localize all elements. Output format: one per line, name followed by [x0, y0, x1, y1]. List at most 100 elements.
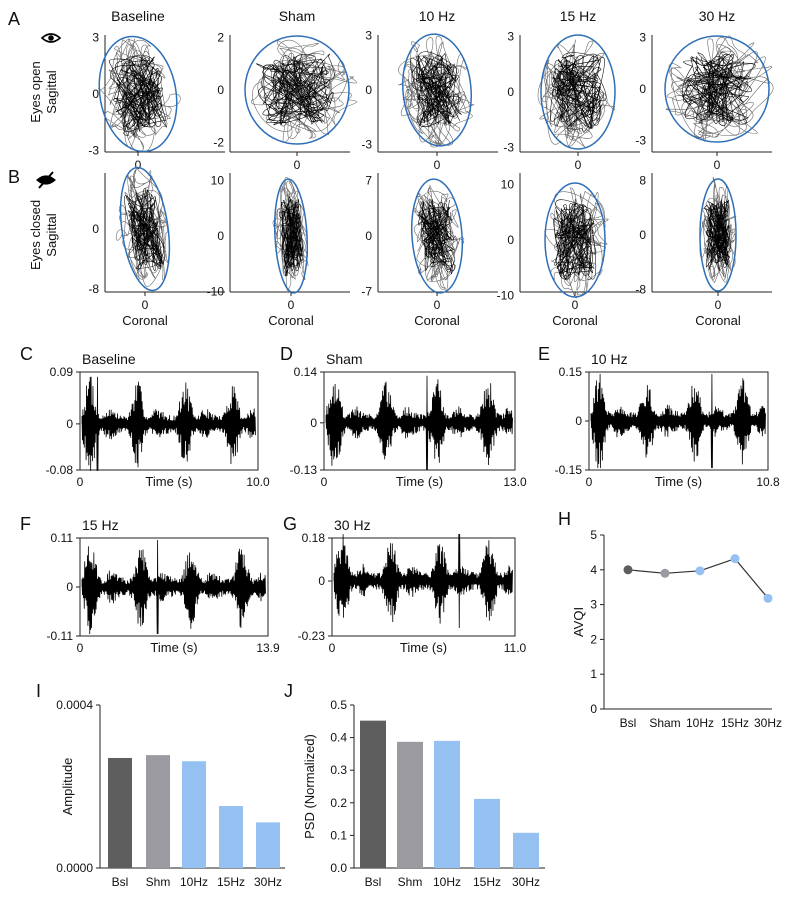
y-tick-label: 0.11 [51, 531, 74, 545]
y-tick-label: 0 [365, 229, 372, 243]
panel-i-amplitude-chart: 0.0004 0.0000 Amplitude Bsl Shm 10Hz 15Hz 30Hz [56, 698, 285, 889]
waveform-trace [81, 376, 256, 471]
eyes-open-label: Eyes open [28, 61, 43, 122]
y-tick-label: 3 [639, 31, 646, 45]
x-tick-label: 15Hz [217, 875, 245, 889]
waveform-trace [590, 373, 766, 469]
y-tick-label: -8 [88, 282, 99, 296]
y-tick-label: 0.0 [330, 861, 347, 875]
y-tick-label: 0.1 [330, 828, 347, 842]
sway-trace [704, 199, 731, 271]
sway-trace [279, 196, 304, 277]
x-tick-label: 15Hz [473, 875, 501, 889]
bar-bsl [108, 757, 132, 868]
avqi-point-15hz [730, 554, 740, 564]
x-tick-label: 0 [135, 158, 142, 172]
y-tick-label: -7 [361, 284, 372, 298]
y-tick-label: 0 [66, 580, 73, 594]
bar-30hz [513, 832, 539, 868]
x-tick-label-start: 0 [329, 641, 336, 655]
sway-trace [418, 198, 456, 275]
y-tick-label: -3 [635, 133, 646, 147]
y-tick-label: -3 [361, 137, 372, 151]
x-tick-label: 10Hz [686, 716, 714, 730]
panel-label-g: G [283, 514, 297, 534]
y-tick-label: 1 [590, 667, 597, 681]
y-tick-label: 2 [217, 31, 224, 45]
bar-10hz [182, 761, 206, 868]
y-tick-label: 0 [318, 574, 325, 588]
sway-trace [108, 54, 167, 137]
y-tick-label: 0 [507, 233, 514, 247]
confidence-ellipse [273, 178, 309, 294]
y-tick-label: -0.08 [46, 463, 74, 477]
plot-frame [79, 371, 259, 471]
x-axis-label: Coronal [695, 313, 741, 328]
y-tick-label: 0 [507, 85, 514, 99]
eyes-closed-label: Eyes closed [28, 200, 43, 270]
y-tick-label: 0.15 [559, 365, 583, 379]
y-tick-label: 3 [365, 29, 372, 43]
y-tick-label: 5 [590, 528, 597, 542]
y-tick-label: 0 [575, 414, 582, 428]
y-tick-label: -10 [497, 288, 515, 302]
y-tick-label: 0.14 [294, 365, 318, 379]
confidence-ellipse [540, 34, 616, 150]
subplot-title: Sham [326, 351, 363, 367]
y-tick-label: 3 [590, 598, 597, 612]
y-tick-label: 0 [590, 702, 597, 716]
bar-30hz [256, 822, 280, 868]
bar-15hz [219, 806, 243, 868]
y-tick-label: -3 [503, 140, 514, 154]
y-tick-label: 0 [639, 82, 646, 96]
x-axis-label: Coronal [268, 313, 314, 328]
y-axis-label: Amplitude [60, 758, 75, 816]
plot-frame [331, 537, 516, 637]
panel-label-h: H [558, 509, 571, 529]
panel-label-d: D [280, 344, 293, 364]
panel-label-f: F [20, 514, 31, 534]
confidence-ellipse [664, 35, 770, 143]
panel-a-eyes-open-sway: Baseline 3 0 -3 0 Sham 2 0 -2 0 10 Hz 3 0 -3 0 15 Hz 3 0 -… [88, 8, 774, 172]
x-tick-label: 0 [434, 298, 441, 312]
y-tick-label: 0.09 [50, 365, 74, 379]
y-tick-label: -0.23 [298, 629, 326, 643]
y-tick-label: 0 [217, 83, 224, 97]
x-tick-label: 30Hz [254, 875, 282, 889]
x-tick-label: 0 [142, 298, 149, 312]
x-tick-label: Bsl [365, 875, 382, 889]
x-tick-label-start: 0 [77, 641, 84, 655]
confidence-ellipse [402, 33, 472, 147]
x-tick-label: 0 [575, 158, 582, 172]
x-tick-label: 0 [715, 298, 722, 312]
y-tick-label: 0.3 [330, 763, 347, 777]
y-tick-label: 10 [501, 178, 515, 192]
confidence-ellipse [244, 35, 350, 145]
sway-trace [550, 52, 607, 132]
x-axis-label: Time (s) [396, 474, 443, 489]
eyes-open-subplot-5: 30 Hz 3 0 -3 0 [635, 8, 774, 172]
x-tick-label: 10Hz [433, 875, 461, 889]
x-tick-label: Shm [146, 875, 171, 889]
y-tick-label: 0 [365, 83, 372, 97]
y-tick-label: -8 [635, 282, 646, 296]
x-tick-label: 30Hz [512, 875, 540, 889]
x-tick-label-end: 11.0 [504, 641, 527, 655]
y-axis-label: AVQI [571, 607, 586, 637]
subplot-title: 15 Hz [560, 8, 597, 24]
y-tick-label: 0.5 [330, 698, 347, 712]
y-tick-label: 4 [590, 563, 597, 577]
y-tick-label: 0.18 [302, 531, 326, 545]
y-tick-label: -2 [213, 135, 224, 149]
y-tick-label: 0 [92, 222, 99, 236]
x-tick-label: 10Hz [180, 875, 208, 889]
y-tick-label: 0.0000 [56, 861, 93, 875]
x-tick-label: 0 [572, 298, 579, 312]
subplot-title: Baseline [82, 351, 136, 367]
bar-shm [397, 741, 423, 868]
eye-slash-icon [36, 171, 56, 189]
bar-10hz [434, 740, 460, 868]
